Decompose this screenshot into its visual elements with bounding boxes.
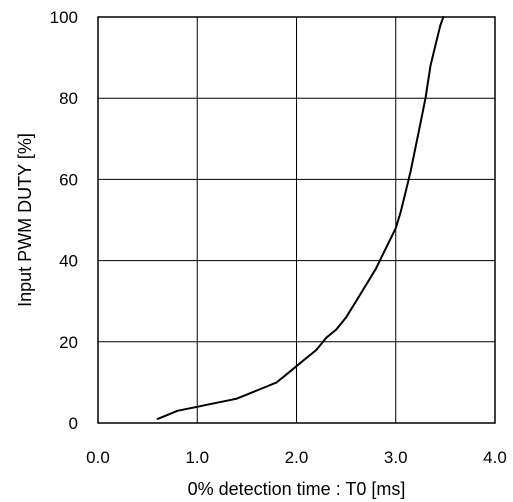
x-tick-label: 2.0 <box>285 448 309 467</box>
y-tick-label: 20 <box>59 333 78 352</box>
plot-frame <box>97 16 496 424</box>
y-tick-label: 60 <box>59 170 78 189</box>
y-tick-label: 80 <box>59 89 78 108</box>
y-axis-label: Input PWM DUTY [%] <box>15 133 35 307</box>
x-tick-label: 4.0 <box>483 448 507 467</box>
data-layer <box>156 16 445 420</box>
x-tick-label: 3.0 <box>384 448 408 467</box>
y-tick-label: 100 <box>50 8 78 27</box>
y-tick-label: 0 <box>69 414 78 433</box>
gridlines <box>98 17 495 423</box>
x-tick-label: 1.0 <box>185 448 209 467</box>
x-tick-label: 0.0 <box>86 448 110 467</box>
tick-labels: 0.0 1.0 2.0 3.0 4.0 0 20 40 60 80 100 <box>50 8 507 467</box>
series-line-1 <box>156 16 445 420</box>
y-tick-label: 40 <box>59 252 78 271</box>
x-axis-label: 0% detection time : T0 [ms] <box>188 479 406 499</box>
